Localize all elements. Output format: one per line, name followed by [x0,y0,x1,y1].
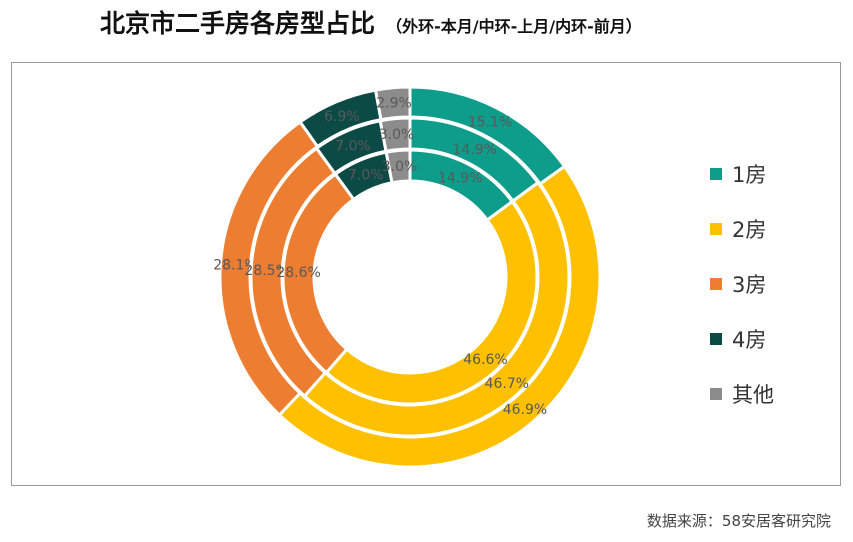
data-label-inner-1room: 14.9% [438,170,482,186]
data-label-inner-3room: 28.6% [276,265,320,281]
data-label-outer-2room: 46.9% [503,402,547,418]
chart-title-row: 北京市二手房各房型占比 （外环-本月/中环-上月/内环-前月） [100,4,642,40]
data-label-middle-other: 3.0% [379,127,415,143]
legend-swatch-2room [710,222,722,235]
chart-area [11,62,841,486]
legend-label-4room: 4房 [732,327,767,352]
legend-item-other: 其他 [710,366,774,421]
data-label-outer-4room: 6.9% [324,109,360,125]
data-label-middle-4room: 7.0% [335,138,371,154]
legend-label-2room: 2房 [732,217,767,242]
data-label-outer-other: 2.9% [376,96,412,112]
data-label-outer-3room: 28.1% [213,258,257,274]
legend-swatch-1room [710,167,722,180]
legend-item-4room: 4房 [710,311,774,366]
data-label-inner-4room: 7.0% [348,168,384,184]
data-label-outer-1room: 15.1% [468,114,512,130]
legend-label-3room: 3房 [732,272,767,297]
slice-inner-other [384,148,412,185]
chart-subtitle: （外环-本月/中环-上月/内环-前月） [386,17,642,36]
legend: 1房 2房 3房 4房 其他 [710,146,774,421]
legend-label-other: 其他 [732,382,774,407]
data-source-note: 数据来源：58安居客研究院 [646,512,831,530]
data-label-middle-1room: 14.9% [452,142,496,158]
chart-title: 北京市二手房各房型占比 [100,9,376,38]
data-label-inner-other: 3.0% [382,159,418,175]
legend-item-2room: 2房 [710,201,774,256]
legend-item-3room: 3房 [710,256,774,311]
legend-label-1room: 1房 [732,162,767,187]
legend-swatch-4room [710,332,722,345]
legend-swatch-other [710,387,722,400]
legend-swatch-3room [710,277,722,290]
data-label-middle-2room: 46.7% [485,376,529,392]
data-label-inner-2room: 46.6% [463,352,507,368]
slice-inner-2room [324,199,539,406]
legend-item-1room: 1房 [710,146,774,201]
data-label-middle-3room: 28.5% [244,263,288,279]
